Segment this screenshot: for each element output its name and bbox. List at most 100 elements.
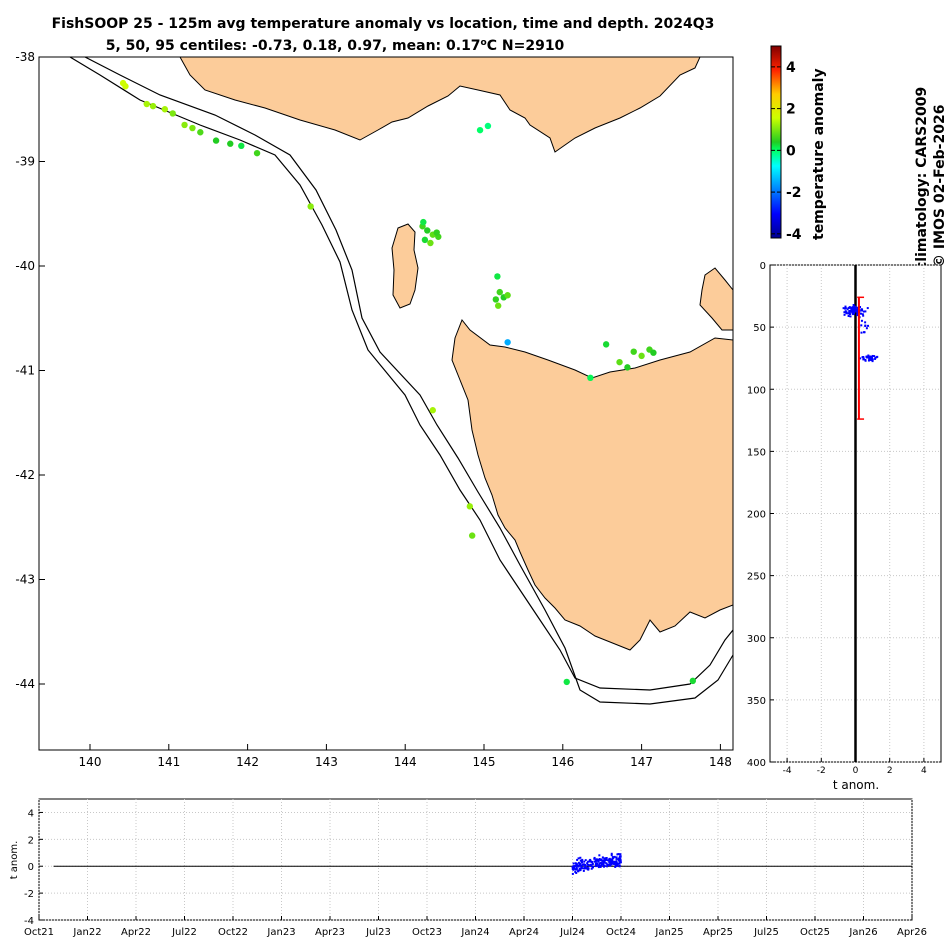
timeseries-point — [579, 856, 582, 859]
profile-ytick-label: 150 — [747, 447, 766, 458]
timeseries-point — [595, 864, 598, 867]
map-point — [169, 110, 176, 117]
profile-point — [871, 358, 874, 361]
timeseries-point — [615, 856, 618, 859]
timeseries-point — [594, 859, 597, 862]
profile-point — [869, 358, 872, 361]
timeseries-point — [611, 856, 614, 859]
profile-point — [867, 359, 870, 362]
profile-point — [845, 312, 848, 315]
map-point — [504, 339, 511, 346]
timeseries-point — [618, 862, 621, 865]
timeseries-point — [608, 860, 611, 863]
profile-point — [847, 312, 850, 315]
profile-point — [871, 354, 874, 357]
map-point — [650, 349, 657, 356]
timeseries-point — [614, 862, 617, 865]
profile-point — [864, 324, 867, 327]
profile-point — [870, 357, 873, 360]
profile-point — [853, 308, 856, 311]
timeseries-xtick-label: Jan22 — [72, 927, 101, 938]
contour-layer — [69, 57, 733, 705]
timeseries-point — [613, 863, 616, 866]
profile-point — [856, 306, 859, 309]
timeseries-point — [572, 862, 575, 865]
timeseries-point — [608, 857, 611, 860]
timeseries-point — [571, 865, 574, 868]
map-point — [563, 678, 570, 686]
timeseries-point — [602, 864, 605, 867]
timeseries-point — [619, 859, 622, 862]
colorbar-tick-label: 4 — [786, 60, 796, 76]
timeseries-xtick-label: Apr24 — [509, 927, 539, 938]
timeseries-point — [587, 863, 590, 866]
profile-point — [844, 307, 847, 310]
map-point — [468, 532, 476, 539]
profile-point — [860, 319, 863, 322]
map-point — [238, 142, 245, 150]
timeseries-xtick-label: Oct21 — [24, 927, 54, 938]
map-point — [433, 229, 440, 236]
timeseries-grid — [38, 799, 913, 921]
timeseries-point — [613, 855, 616, 858]
map-point — [616, 358, 623, 366]
timeseries-point — [602, 865, 605, 868]
map-ytick-label: -43 — [15, 573, 35, 587]
timeseries-point — [581, 861, 584, 864]
timeseries-point — [590, 867, 593, 870]
timeseries-point — [598, 862, 601, 865]
profile-point — [874, 356, 877, 359]
timeseries-point — [582, 863, 585, 866]
profile-point — [852, 311, 855, 314]
timeseries-point — [614, 865, 617, 868]
timeseries-point — [583, 860, 586, 863]
timeseries-point — [618, 865, 621, 868]
map-point — [630, 348, 637, 355]
profile-point — [864, 321, 867, 324]
map-ytick-label: -44 — [15, 677, 35, 691]
map-xtick-label: 146 — [551, 755, 574, 769]
timeseries-point — [597, 858, 600, 861]
timeseries-point — [581, 863, 584, 866]
profile-point — [843, 311, 846, 314]
profile-point — [865, 327, 868, 330]
timeseries-point — [617, 859, 620, 862]
timeseries-point — [587, 860, 590, 863]
profile-point — [861, 309, 864, 312]
timeseries-xtick-label: Oct25 — [800, 927, 830, 938]
timeseries-point — [591, 866, 594, 869]
map-xtick-label: 142 — [236, 755, 259, 769]
profile-point — [848, 310, 851, 313]
timeseries-point — [571, 867, 574, 870]
profile-point — [861, 356, 864, 359]
timeseries-ytick-label: 4 — [28, 808, 34, 819]
timeseries-point — [619, 853, 622, 856]
timeseries-xtick-label: Apr25 — [703, 927, 733, 938]
profile-point — [842, 307, 845, 310]
map-xtick-label: 145 — [473, 755, 496, 769]
time-series-panel: Oct21 Jan22 Apr22 Jul22 Oct22 Jan23 Apr23 Jul23… — [9, 798, 927, 938]
timeseries-point — [609, 864, 612, 867]
profile-point — [852, 304, 855, 307]
timeseries-point — [572, 865, 575, 868]
land-layer — [179, 57, 733, 651]
timeseries-point — [577, 857, 580, 860]
profile-xlabel: t anom. — [833, 778, 879, 792]
profile-point — [854, 309, 857, 312]
map-xtick-label: 147 — [630, 755, 653, 769]
timeseries-xtick-label: Jan24 — [460, 927, 489, 938]
profile-point — [863, 331, 866, 334]
profile-xtick-label: 0 — [853, 766, 859, 776]
profile-ytick-label: 200 — [747, 510, 766, 521]
profile-point — [862, 314, 865, 317]
timeseries-point — [574, 870, 577, 873]
map-point — [307, 203, 314, 210]
timeseries-point — [598, 864, 601, 867]
profile-point — [848, 313, 851, 316]
timeseries-point — [584, 867, 587, 870]
timeseries-point — [589, 858, 592, 861]
colorbar-label: temperature anomaly — [811, 68, 827, 240]
colorbar-tick-label: 2 — [786, 102, 796, 118]
timeseries-point — [575, 868, 578, 871]
